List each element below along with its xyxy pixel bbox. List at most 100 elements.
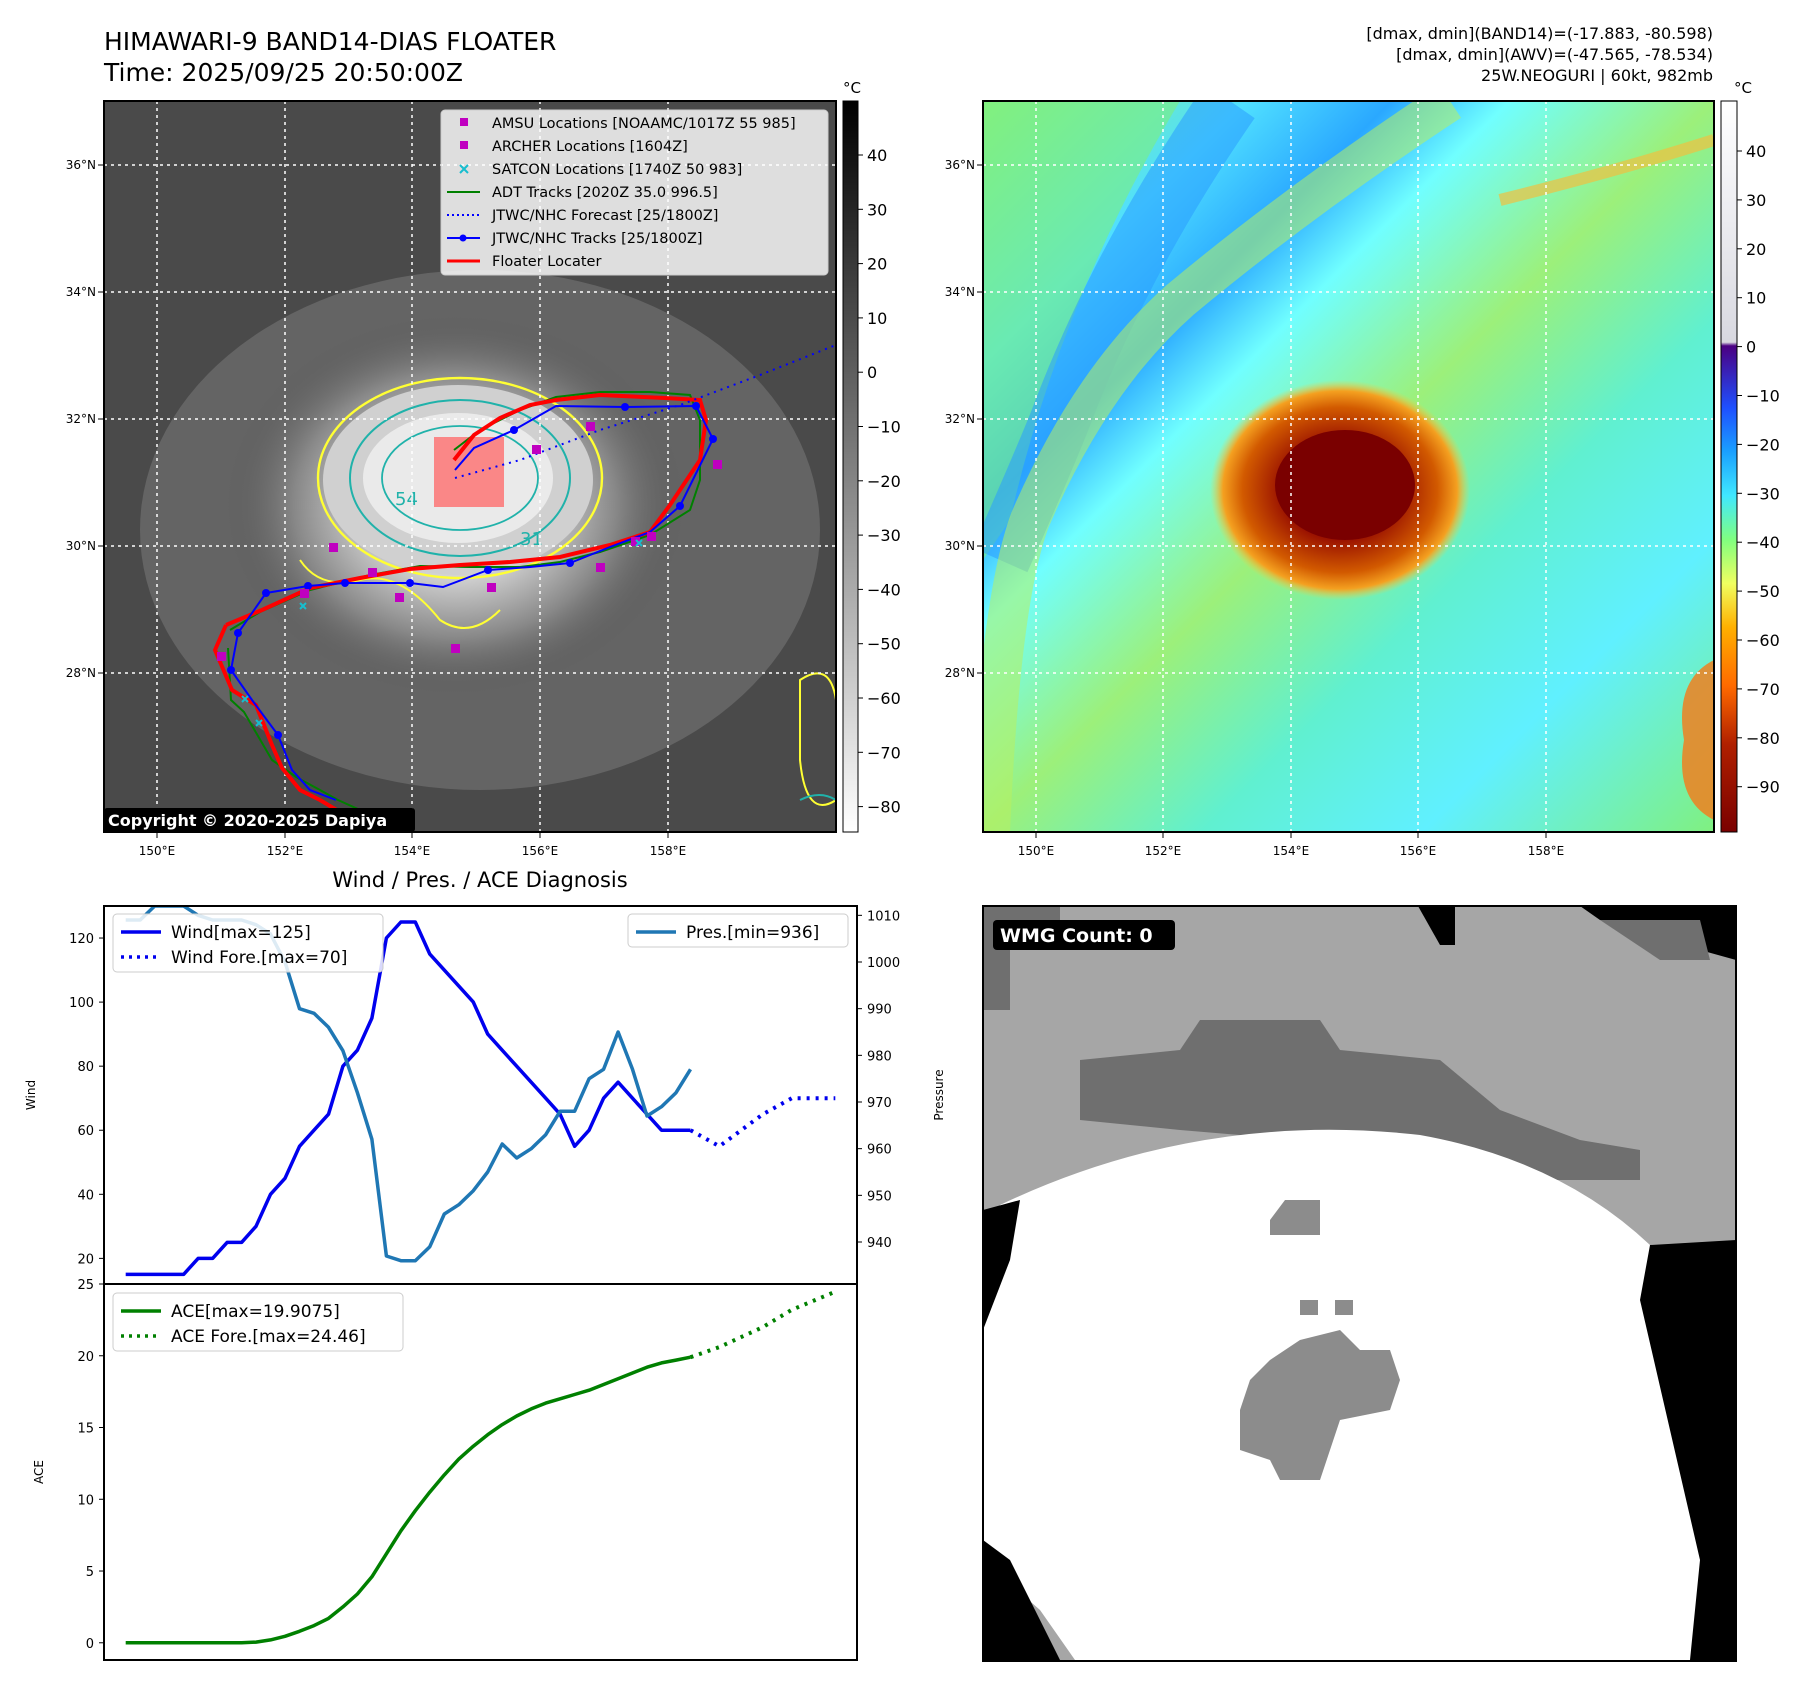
satcon-points xyxy=(241,539,643,727)
ir-lon-label: 150°E xyxy=(139,844,176,858)
wind-chart-ytick-label: 80 xyxy=(77,1060,94,1075)
ace-axis-label: ACE xyxy=(32,1460,46,1484)
ace-chart-legend-label: ACE Fore.[max=24.46] xyxy=(171,1327,366,1347)
wmg-count-label: WMG Count: 0 xyxy=(1000,925,1153,947)
wind-chart-ytick-right-label: 940 xyxy=(867,1236,892,1251)
ir-lon-label: 156°E xyxy=(522,844,559,858)
wind-chart-ytick-label: 20 xyxy=(77,1252,94,1267)
ace-chart-legend-label: ACE[max=19.9075] xyxy=(171,1302,340,1322)
wind-chart-ytick-right-label: 970 xyxy=(867,1096,892,1111)
ir-cbar-tick-label: 0 xyxy=(867,363,877,382)
ir-lat-label: 34°N xyxy=(66,285,96,299)
ir-cbar-tick-label: −40 xyxy=(867,580,901,599)
wv-lat-label: 30°N xyxy=(945,539,975,553)
legend-label: Floater Locater xyxy=(492,254,601,270)
wv-cbar-tick-label: 40 xyxy=(1746,142,1766,161)
wind-chart-ytick-right-label: 950 xyxy=(867,1189,892,1204)
ir-lon-label: 152°E xyxy=(267,844,304,858)
map2-ticks: 36°N 34°N 32°N 30°N 28°N 150°E 152°E 154°E 156°E… xyxy=(945,158,1565,858)
wind-chart-legend-box xyxy=(627,913,849,948)
wv-cbar-tick-label: −60 xyxy=(1746,631,1780,650)
legend-marker-dot xyxy=(459,234,467,242)
contour-yellow xyxy=(316,376,604,580)
contour-label-2: 31 xyxy=(520,529,543,550)
wv-cbar-tick-label: −30 xyxy=(1746,484,1780,503)
wmg-panel: WMG Count: 0 xyxy=(982,905,1737,1662)
wind-chart-ytick-right-label: 980 xyxy=(867,1049,892,1064)
adt-track-south xyxy=(227,647,391,832)
ace-chart: 0 5 10 15 20 25 ACE[max=19.9075] ACE Fore.[max=… xyxy=(77,1278,837,1652)
ir-colorbar: °C 40 30 20 10 0 −10 −20 −30 −40 −50 −60 −70 −80 xyxy=(842,79,901,833)
ir-map-panel: 54 31 xyxy=(66,100,837,858)
ir-lat-label: 32°N xyxy=(66,412,96,426)
ir-cbar-tick-label: −60 xyxy=(867,689,901,708)
info-line-band14: [dmax, dmin](BAND14)=(-17.883, -80.598) xyxy=(1366,24,1713,43)
ace-chart-series-line-0 xyxy=(125,1355,691,1645)
wv-lon-label: 154°E xyxy=(1273,844,1310,858)
wind-chart-series-line-0 xyxy=(125,920,691,1277)
ir-cbar-tick-label: 30 xyxy=(867,200,887,219)
wv-cbar-tick-label: −10 xyxy=(1746,387,1780,406)
legend-label: JTWC/NHC Tracks [25/1800Z] xyxy=(491,231,703,247)
map-legend: AMSU Locations [NOAAMC/1017Z 55 985] ARCH… xyxy=(440,109,829,276)
wv-lon-label: 150°E xyxy=(1018,844,1055,858)
legend-label: JTWC/NHC Forecast [25/1800Z] xyxy=(491,208,718,224)
wv-cbar-tick-label: 10 xyxy=(1746,289,1766,308)
wv-map-panel: 36°N 34°N 32°N 30°N 28°N 150°E 152°E 154°E 156°E… xyxy=(945,100,1715,858)
jtwc-track xyxy=(265,404,715,594)
legend-label: SATCON Locations [1740Z 50 983] xyxy=(492,162,742,178)
map2-gridlines xyxy=(983,101,1714,832)
jtwc-track-points xyxy=(227,402,717,739)
copyright-box xyxy=(104,808,415,832)
ace-chart-series-line-1 xyxy=(689,1289,837,1360)
legend-marker-square xyxy=(460,141,468,149)
wv-cbar-tick-label: −90 xyxy=(1746,778,1780,797)
ace-chart-ytick-label: 10 xyxy=(77,1493,94,1508)
ir-cbar-tick-label: 20 xyxy=(867,255,887,274)
ir-cbar-tick-label: −20 xyxy=(867,472,901,491)
ir-cbar-tick-label: −10 xyxy=(867,418,901,437)
wmg-count-box xyxy=(993,920,1175,950)
ir-lon-label: 158°E xyxy=(650,844,687,858)
wind-chart-ytick-label: 100 xyxy=(69,996,94,1011)
wind-chart-ytick-right-label: 990 xyxy=(867,1003,892,1018)
figure-time: Time: 2025/09/25 20:50:00Z xyxy=(103,58,463,87)
wv-lat-label: 32°N xyxy=(945,412,975,426)
wv-colorbar: °C 40 30 20 10 0 −10 −20 −30 −40 −50 −60 −70 −80 −90 xyxy=(1720,79,1780,833)
ir-cbar-tick-label: 10 xyxy=(867,309,887,328)
floater-box xyxy=(434,437,504,507)
wind-axis-label: Wind xyxy=(24,1080,38,1110)
ace-chart-ytick-label: 25 xyxy=(77,1278,94,1293)
wmg-inner-cloud xyxy=(1240,1330,1400,1480)
wind-chart-legend-label: Wind Fore.[max=70] xyxy=(171,948,347,968)
wv-cbar-tick-label: 0 xyxy=(1746,338,1756,357)
ir-colorbar-unit: °C xyxy=(843,79,861,97)
ace-chart-legend-box xyxy=(112,1292,404,1352)
legend-label: ARCHER Locations [1604Z] xyxy=(492,139,688,155)
ace-chart-ytick-label: 15 xyxy=(77,1422,94,1437)
ir-cbar-tick-label: 40 xyxy=(867,146,887,165)
ir-cbar-tick-label: −70 xyxy=(867,743,901,762)
wind-chart-legend-label: Wind[max=125] xyxy=(171,923,311,943)
ir-cbar-tick-label: −30 xyxy=(867,526,901,545)
wmg-frame xyxy=(982,905,1737,1662)
ace-chart-ytick-label: 5 xyxy=(86,1565,94,1580)
ir-map-frame xyxy=(103,100,837,833)
legend-marker-square xyxy=(460,118,468,126)
wv-cbar-tick-label: −50 xyxy=(1746,582,1780,601)
diagnosis-title: Wind / Pres. / ACE Diagnosis xyxy=(332,868,627,892)
pressure-axis-label: Pressure xyxy=(932,1069,946,1120)
wv-colorbar-unit: °C xyxy=(1734,79,1752,97)
ir-cbar-tick-label: −80 xyxy=(867,798,901,817)
wind-chart-ytick-right-label: 1010 xyxy=(867,909,900,924)
wind-chart-legend-box xyxy=(112,913,384,973)
wv-lon-label: 152°E xyxy=(1145,844,1182,858)
ace-chart-ytick-label: 20 xyxy=(77,1350,94,1365)
wind-chart-ytick-label: 40 xyxy=(77,1188,94,1203)
ir-lat-label: 30°N xyxy=(66,539,96,553)
wv-cbar-tick-label: −80 xyxy=(1746,729,1780,748)
wv-cbar-tick-label: −20 xyxy=(1746,435,1780,454)
ace-chart-ytick-label: 0 xyxy=(86,1637,94,1652)
wind-chart-ytick-right-label: 1000 xyxy=(867,956,900,971)
